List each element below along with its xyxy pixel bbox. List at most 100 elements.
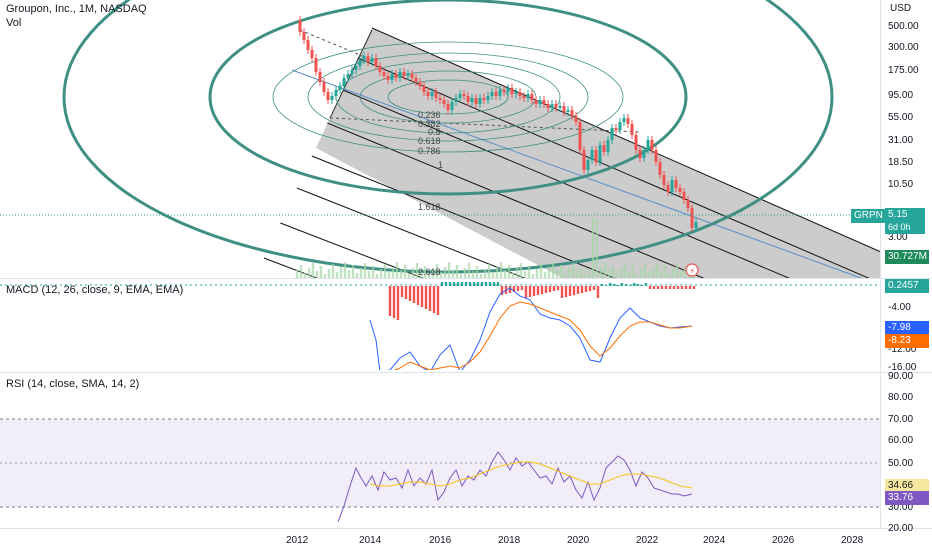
candle-body xyxy=(326,92,330,100)
price-tick: 18.50 xyxy=(888,157,913,168)
candle-body xyxy=(430,92,434,96)
candle-body xyxy=(398,72,402,78)
candle-body xyxy=(466,96,470,102)
candle-body xyxy=(454,98,458,102)
rsi-value-badge: 33.76 xyxy=(885,491,929,505)
candle-body xyxy=(394,74,398,78)
candle-body xyxy=(542,100,546,104)
time-tick: 2012 xyxy=(286,535,309,546)
macd-line xyxy=(369,287,693,370)
rsi-indicator-label[interactable]: RSI (14, close, SMA, 14, 2) xyxy=(6,378,140,390)
candle-body xyxy=(490,92,494,96)
candle-body xyxy=(378,66,382,72)
price-tick: 10.50 xyxy=(888,179,913,190)
macd-indicator-label[interactable]: MACD (12, 26, close, 9, EMA, EMA) xyxy=(6,284,184,296)
time-axis[interactable]: 2012 2014 2016 2018 2020 2022 2024 2026 2028 xyxy=(286,535,864,546)
candle-body xyxy=(386,76,390,80)
candle-body xyxy=(566,110,570,112)
candle-body xyxy=(682,192,686,200)
rsi-tick: 70.00 xyxy=(888,414,913,425)
candle-body xyxy=(462,94,466,96)
candle-body xyxy=(582,150,586,170)
rsi-tick: 60.00 xyxy=(888,435,913,446)
candle-body xyxy=(434,92,438,98)
candle-body xyxy=(626,118,630,124)
price-tick: 95.00 xyxy=(888,90,913,101)
candle-body xyxy=(346,74,350,78)
volume-bars xyxy=(295,218,695,278)
candle-body xyxy=(350,70,354,74)
candle-body xyxy=(498,90,502,96)
candle-body xyxy=(310,50,314,58)
fib-circles[interactable] xyxy=(0,0,932,387)
macd-signal-line xyxy=(393,301,693,370)
event-marker-icon[interactable] xyxy=(685,263,699,277)
symbol-badge: GRPN xyxy=(851,209,886,223)
candlesticks[interactable] xyxy=(298,16,698,232)
candle-body xyxy=(598,145,602,162)
candle-body xyxy=(382,72,386,76)
svg-text:⚡: ⚡ xyxy=(689,267,695,277)
candle-body xyxy=(670,180,674,192)
chart-title: Groupon, Inc., 1M, NASDAQ xyxy=(6,3,147,15)
candle-body xyxy=(402,72,406,76)
fib-level-label: 0.5 xyxy=(428,127,441,137)
fib-level-label: 1 xyxy=(438,160,443,170)
candle-body xyxy=(618,122,622,130)
candle-body xyxy=(482,98,486,100)
rsi-tick: 90.00 xyxy=(888,371,913,382)
candle-body xyxy=(570,110,574,116)
candle-body xyxy=(298,20,302,32)
fib-level-label: 2.618 xyxy=(418,267,441,277)
macd-line-badge: -7.98 xyxy=(885,321,929,335)
candle-body xyxy=(478,98,482,104)
candle-body xyxy=(358,60,362,66)
volume-label: Vol xyxy=(6,17,22,29)
candle-body xyxy=(554,104,558,108)
macd-axis[interactable]: -4.00 -12.00 -16.00 xyxy=(888,302,917,373)
candle-body xyxy=(410,74,414,78)
candle-body xyxy=(558,106,562,108)
fib-level-label: 0.618 xyxy=(418,136,441,146)
candle-body xyxy=(474,98,478,104)
time-tick: 2018 xyxy=(498,535,521,546)
rsi-axis[interactable]: 90.00 80.00 70.00 60.00 50.00 30.00 20.00 xyxy=(888,371,913,534)
candle-body xyxy=(642,150,646,158)
candle-body xyxy=(414,78,418,82)
rsi-line xyxy=(337,451,693,523)
candle-body xyxy=(486,96,490,100)
candle-body xyxy=(614,128,618,130)
candle-body xyxy=(694,222,698,228)
time-tick: 2014 xyxy=(359,535,382,546)
rsi-tick: 30.00 xyxy=(888,502,913,513)
candle-body xyxy=(574,116,578,122)
time-tick: 2024 xyxy=(703,535,726,546)
price-axis[interactable]: 500.00 300.00 175.00 95.00 55.00 31.00 18.50 10… xyxy=(888,21,919,243)
candle-body xyxy=(606,140,610,152)
candle-body xyxy=(686,200,690,208)
fib-level-label: 0.382 xyxy=(418,119,441,129)
rsi-tick: 50.00 xyxy=(888,458,913,469)
candle-body xyxy=(502,90,506,92)
candle-body xyxy=(518,92,522,96)
rsi-signal-badge: 34.66 xyxy=(885,479,929,493)
fib-level-label: 0.786 xyxy=(418,146,441,156)
candle-body xyxy=(590,150,594,160)
price-tick: 300.00 xyxy=(888,42,919,53)
candle-body xyxy=(578,122,582,150)
candle-body xyxy=(374,58,378,66)
time-tick: 2022 xyxy=(636,535,659,546)
currency-label: USD xyxy=(890,3,912,14)
candle-body xyxy=(690,208,694,228)
time-tick: 2028 xyxy=(841,535,864,546)
price-tick: 175.00 xyxy=(888,65,919,76)
rsi-tick: 80.00 xyxy=(888,392,913,403)
pitchfork-channel[interactable] xyxy=(316,28,932,530)
time-tick: 2020 xyxy=(567,535,590,546)
candle-body xyxy=(342,78,346,86)
candle-body xyxy=(534,100,538,104)
candle-body xyxy=(322,82,326,92)
candle-body xyxy=(662,175,666,185)
candle-body xyxy=(622,118,626,122)
